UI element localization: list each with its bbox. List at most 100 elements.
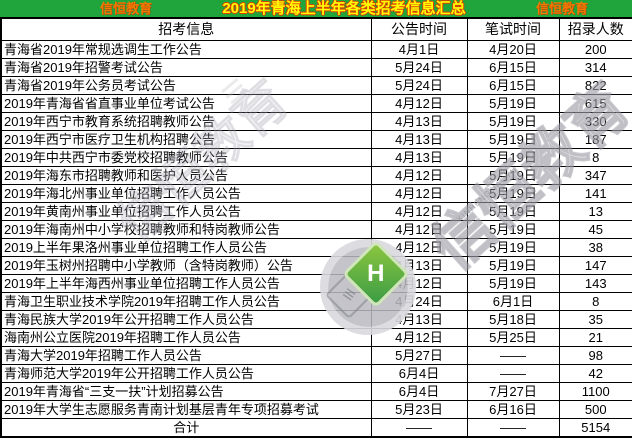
exam-date-cell: 6月1日: [466, 292, 560, 311]
exam-date-cell: 4月20日: [466, 40, 560, 59]
recruit-count-cell: 35: [558, 310, 632, 329]
announcement-title-cell: 2019年青海省省直事业单位考试公告: [0, 94, 372, 113]
announcement-title-cell: 青海省2019年常规选调生工作公告: [0, 40, 372, 59]
announce-date-cell: 4月12日: [370, 202, 468, 221]
column-header-recruit-count: 招录人数: [558, 17, 632, 41]
announce-date-cell: 4月12日: [370, 166, 468, 185]
table-row: 青海卫生职业技术学院2019年招聘工作人员公告 4月24日 6月1日 8: [0, 292, 632, 311]
recruit-count-cell: 822: [558, 76, 632, 95]
announcement-title-cell: 青海民族大学2019年公开招聘工作人员公告: [0, 310, 372, 329]
announcement-title-cell: 青海大学2019年招聘工作人员公告: [0, 346, 372, 365]
announcement-title-cell: 2019年海南州中小学校招聘教师和特岗教师公告: [0, 220, 372, 239]
table-row: 青海省2019年招警考试公告 5月24日 6月15日 314: [0, 58, 632, 77]
announce-date-cell: 4月12日: [370, 220, 468, 239]
exam-date-cell: 5月19日: [466, 274, 560, 293]
recruit-count-cell: 21: [558, 328, 632, 347]
announce-date-cell: ——: [370, 418, 468, 438]
total-row: 合计 —— —— 5154: [0, 418, 632, 438]
table-row: 2019年青海省省直事业单位考试公告 4月12日 5月19日 615: [0, 94, 632, 113]
recruit-count-cell: 5154: [558, 418, 632, 438]
exam-date-cell: 5月19日: [466, 202, 560, 221]
announcement-title-cell: 青海省2019年招警考试公告: [0, 58, 372, 77]
recruit-count-cell: 13: [558, 202, 632, 221]
table-header-row: 招考信息 公告时间 笔试时间 招录人数: [0, 17, 632, 41]
announcement-title-cell: 青海师范大学2019年公开招聘工作人员公告: [0, 364, 372, 383]
exam-date-cell: ——: [466, 364, 560, 383]
announce-date-cell: 4月13日: [370, 112, 468, 131]
table-row: 青海民族大学2019年公开招聘工作人员公告 4月13日 5月18日 35: [0, 310, 632, 329]
table-row: 2019年西宁市教育系统招聘教师公告 4月13日 5月19日 330: [0, 112, 632, 131]
table-row: 青海省2019年公务员考试公告 5月24日 6月15日 822: [0, 76, 632, 95]
page-title: 2019年青海上半年各类招考信息汇总: [222, 0, 466, 17]
exam-date-cell: 5月19日: [466, 148, 560, 167]
exam-date-cell: 6月15日: [466, 76, 560, 95]
table-row: 青海师范大学2019年公开招聘工作人员公告 6月4日 —— 42: [0, 364, 632, 383]
announce-date-cell: 4月13日: [370, 148, 468, 167]
table-row: 2019年黄南州事业单位招聘工作人员公告 4月12日 5月19日 13: [0, 202, 632, 221]
exam-date-cell: 5月19日: [466, 112, 560, 131]
announce-date-cell: 5月27日: [370, 346, 468, 365]
announce-date-cell: 5月23日: [370, 400, 468, 419]
recruit-count-cell: 141: [558, 184, 632, 203]
announcement-title-cell: 2019年大学生志愿服务青南计划基层青年专项招募考试: [0, 400, 372, 419]
recruit-count-cell: 314: [558, 58, 632, 77]
exam-date-cell: 6月16日: [466, 400, 560, 419]
exam-date-cell: 5月25日: [466, 328, 560, 347]
announcement-title-cell: 海南州公立医院2019年招聘工作人员公告: [0, 328, 372, 347]
exam-date-cell: ——: [466, 418, 560, 438]
table-row: 2019年海南州中小学校招聘教师和特岗教师公告 4月12日 5月19日 45: [0, 220, 632, 239]
recruit-count-cell: 8: [558, 148, 632, 167]
exam-date-cell: 5月19日: [466, 220, 560, 239]
recruit-count-cell: 143: [558, 274, 632, 293]
announce-date-cell: 6月4日: [370, 382, 468, 401]
exam-date-cell: 6月15日: [466, 58, 560, 77]
exam-date-cell: 5月19日: [466, 256, 560, 275]
recruit-count-cell: 347: [558, 166, 632, 185]
exam-date-cell: 5月18日: [466, 310, 560, 329]
announcement-title-cell: 2019年上半年海西州事业单位招聘工作人员公告: [0, 274, 372, 293]
recruit-count-cell: 500: [558, 400, 632, 419]
recruit-count-cell: 45: [558, 220, 632, 239]
announcement-title-cell: 2019年黄南州事业单位招聘工作人员公告: [0, 202, 372, 221]
recruit-count-cell: 147: [558, 256, 632, 275]
column-header-announce-date: 公告时间: [370, 17, 468, 41]
recruit-count-cell: 330: [558, 112, 632, 131]
recruit-count-cell: 615: [558, 94, 632, 113]
exam-date-cell: 5月19日: [466, 238, 560, 257]
recruit-count-cell: 8: [558, 292, 632, 311]
table-row: 2019年青海省“三支一扶”计划招募公告 6月4日 7月27日 1100: [0, 382, 632, 401]
announce-date-cell: 4月12日: [370, 184, 468, 203]
announcement-title-cell: 2019年西宁市医疗卫生机构招聘公告: [0, 130, 372, 149]
announcement-title-cell: 2019年海东市招聘教师和医护人员公告: [0, 166, 372, 185]
table-row: 2019年海北州事业单位招聘工作人员公告 4月12日 5月19日 141: [0, 184, 632, 203]
header-banner: 信恒教育 2019年青海上半年各类招考信息汇总 信恒教育: [0, 0, 632, 17]
announce-date-cell: 4月13日: [370, 310, 468, 329]
announce-date-cell: 6月4日: [370, 364, 468, 383]
announce-date-cell: 5月24日: [370, 76, 468, 95]
table-row: 2019年大学生志愿服务青南计划基层青年专项招募考试 5月23日 6月16日 500: [0, 400, 632, 419]
announce-date-cell: 4月12日: [370, 238, 468, 257]
announce-date-cell: 4月24日: [370, 292, 468, 311]
recruit-count-cell: 200: [558, 40, 632, 59]
recruit-count-cell: 38: [558, 238, 632, 257]
table-row: 2019年上半年海西州事业单位招聘工作人员公告 4月12日 5月19日 143: [0, 274, 632, 293]
table-row: 海南州公立医院2019年招聘工作人员公告 4月12日 5月25日 21: [0, 328, 632, 347]
brand-right: 信恒教育: [535, 1, 588, 16]
announcement-title-cell: 2019年西宁市教育系统招聘教师公告: [0, 112, 372, 131]
announce-date-cell: 4月13日: [370, 256, 468, 275]
announcement-title-cell: 2019年中共西宁市委党校招聘教师公告: [0, 148, 372, 167]
table-row: 青海省2019年常规选调生工作公告 4月1日 4月20日 200: [0, 40, 632, 59]
exam-date-cell: 5月19日: [466, 94, 560, 113]
exam-date-cell: 5月19日: [466, 130, 560, 149]
table-row: 2019上半年果洛州事业单位招聘工作人员公告 4月12日 5月19日 38: [0, 238, 632, 257]
announcement-title-cell: 青海卫生职业技术学院2019年招聘工作人员公告: [0, 292, 372, 311]
recruit-count-cell: 42: [558, 364, 632, 383]
announce-date-cell: 4月12日: [370, 94, 468, 113]
announce-date-cell: 4月12日: [370, 328, 468, 347]
announce-date-cell: 4月13日: [370, 130, 468, 149]
announcement-title-cell: 2019上半年果洛州事业单位招聘工作人员公告: [0, 238, 372, 257]
recruitment-table: 招考信息 公告时间 笔试时间 招录人数 青海省2019年常规选调生工作公告 4月1…: [0, 17, 632, 438]
exam-date-cell: ——: [466, 346, 560, 365]
table-row: 2019年海东市招聘教师和医护人员公告 4月12日 5月19日 347: [0, 166, 632, 185]
announce-date-cell: 4月1日: [370, 40, 468, 59]
